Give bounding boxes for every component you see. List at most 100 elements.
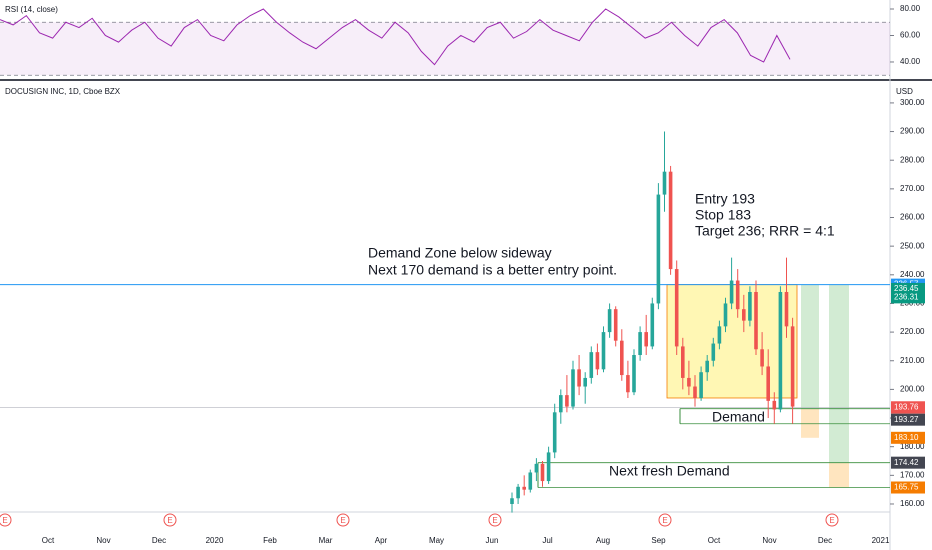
candle-body [583,377,587,387]
candle-body [674,269,679,347]
time-tick-label: Feb [263,536,277,545]
time-tick-label: Nov [96,536,110,545]
candle-body [735,280,740,310]
price-tick-label: 220.00 [900,327,925,336]
candle-body [528,472,533,490]
rsi-tick-label: 60.00 [900,31,921,40]
event-marker [163,513,177,527]
price-badge [891,401,925,414]
rsi-tick-label: 80.00 [900,4,921,13]
event-marker [825,513,839,527]
candle-body [784,291,789,327]
price-tick-label: 270.00 [900,184,925,193]
candle-body [778,291,783,410]
candle-body [717,326,722,344]
event-marker [336,513,350,527]
candle-body [687,377,691,387]
candle-body [766,366,770,401]
time-tick-label: Nov [762,536,776,545]
annotation: Next 170 demand is a better entry point. [368,262,617,278]
price-tick-label: 260.00 [900,213,925,222]
price-tick-label: 250.00 [900,241,925,250]
candle-body [668,171,673,270]
rsi-band [0,22,890,76]
time-tick-label: 2020 [206,536,224,545]
event-label: E [662,516,667,525]
candle-body [754,291,758,350]
time-tick-label: May [429,536,444,545]
candle-body [510,498,514,504]
currency: USD [896,87,913,96]
rsi-title: RSI (14, close) [5,5,58,14]
price-tick-label: 160.00 [900,499,925,508]
event-marker [0,513,12,527]
candle-body [662,171,667,195]
candle-body [699,372,703,398]
price-tick-label: 240.00 [900,270,925,279]
time-tick-label: Sep [651,536,666,545]
price-badge [891,431,925,444]
candle-body [626,375,630,393]
position-target [801,284,819,409]
candle-body [650,303,655,347]
position-stop [801,408,819,438]
candle-body [705,360,709,373]
annotation: Stop 183 [695,207,751,223]
candle-body [742,309,746,321]
price-tick-label: 280.00 [900,155,925,164]
candle-body [534,463,539,473]
candle-body [681,346,685,378]
candle-body [571,369,575,407]
candle-body [589,352,594,378]
price-badge [891,413,925,426]
candle-body [632,355,636,393]
event-label: E [829,516,834,525]
price-badge-label: 193.76 [894,402,919,411]
annotation: Entry 193 [695,191,755,207]
symbol-title: DOCUSIGN INC, 1D, Cboe BZX [5,87,121,96]
candle-body [760,349,764,367]
candle-body [723,303,728,327]
candle-body [607,309,612,333]
annotation: Demand Zone below sideway [368,245,552,261]
price-tick-label: 210.00 [900,356,925,365]
price-badge-label: 236.45 [894,284,919,293]
price-badge [891,456,925,469]
candle-body [540,463,545,482]
event-label: E [2,516,7,525]
price-badge-label: 165.75 [894,483,919,492]
event-marker [658,513,672,527]
position-target [829,284,849,463]
annotation: Demand [712,409,765,425]
candle-body [552,412,557,453]
time-tick-label: Aug [596,536,610,545]
time-tick-label: Dec [152,536,166,545]
candle-body [656,194,661,304]
candle-body [620,340,624,376]
candle-body [559,395,563,413]
event-label: E [492,516,497,525]
candle-body [644,332,648,347]
event-label: E [340,516,345,525]
candle-body [638,332,642,356]
annotation: Next fresh Demand [609,463,730,479]
candle-body [748,291,752,321]
candle-body [772,400,777,410]
price-tick-label: 290.00 [900,127,925,136]
price-badge-label: 174.42 [894,458,919,467]
candle-body [613,309,618,341]
price-badge-label: 193.27 [894,415,919,424]
rsi-line [0,8,791,66]
time-tick-label: Dec [818,536,832,545]
candle-body [565,395,569,407]
time-tick-label: Jul [542,536,552,545]
price-tick-label: 170.00 [900,470,925,479]
rsi-tick-label: 40.00 [900,57,921,66]
candle-body [711,343,716,361]
candle-body [516,486,520,499]
time-tick-label: Oct [708,536,721,545]
time-tick-label: Mar [319,536,333,545]
candle-body [595,352,600,370]
